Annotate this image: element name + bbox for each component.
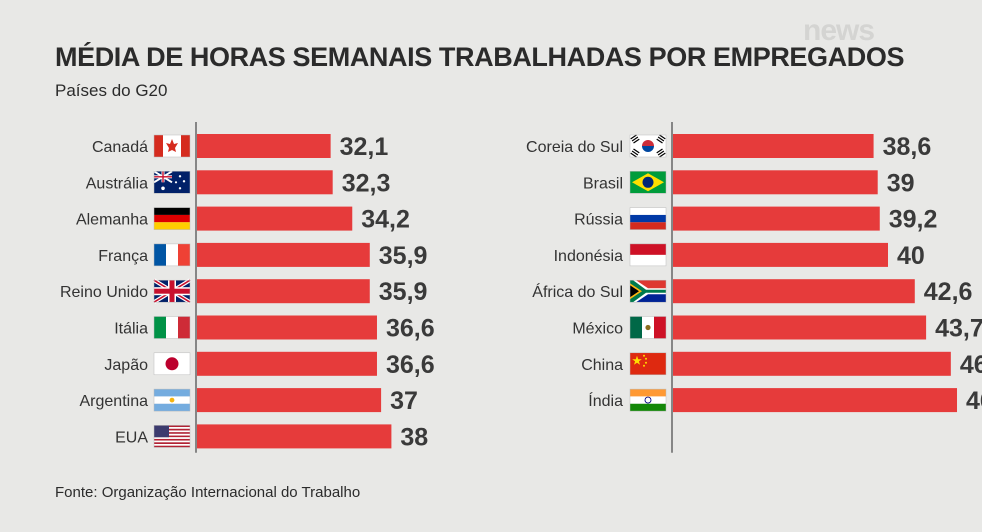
value-label: 32,1 <box>340 133 389 161</box>
bar <box>673 351 951 376</box>
value-label: 35,9 <box>379 242 428 270</box>
indonesia-flag-icon <box>629 243 667 267</box>
value-label: 39,2 <box>889 206 938 234</box>
category-label: EUA <box>115 429 148 446</box>
category-label: Reino Unido <box>60 284 148 301</box>
bar <box>673 279 915 304</box>
bar <box>673 388 958 413</box>
bar <box>197 315 377 340</box>
value-label: 35,9 <box>379 278 428 306</box>
value-label: 37 <box>390 387 418 415</box>
south-africa-flag-icon <box>629 279 667 303</box>
category-label: Japão <box>104 357 148 374</box>
bar <box>673 170 878 195</box>
bar <box>673 242 888 267</box>
category-label: África do Sul <box>532 282 623 301</box>
bar <box>197 388 382 413</box>
value-label: 32,3 <box>342 169 391 197</box>
value-label: 38,6 <box>883 133 932 161</box>
category-label: China <box>581 357 623 374</box>
south-korea-flag-icon <box>629 134 667 158</box>
mexico-flag-icon <box>629 316 667 339</box>
category-label: Coreia do Sul <box>526 139 623 156</box>
category-label: Rússia <box>574 212 623 229</box>
australia-flag-icon <box>153 170 191 194</box>
germany-flag-icon <box>153 207 191 230</box>
italy-flag-icon <box>153 316 191 339</box>
value-label: 39 <box>887 169 915 197</box>
value-label: 38 <box>400 423 428 451</box>
bar <box>197 134 331 158</box>
usa-flag-icon <box>153 425 191 448</box>
argentina-flag-icon <box>153 388 191 412</box>
source-note: Fonte: Organização Internacional do Trab… <box>55 484 361 501</box>
category-label: Alemanha <box>76 212 148 229</box>
value-label: 40 <box>897 242 925 270</box>
category-label: Índia <box>588 391 623 410</box>
category-label: Argentina <box>80 393 149 410</box>
category-label: França <box>98 248 148 265</box>
value-label: 36,6 <box>386 315 435 343</box>
india-flag-icon <box>629 388 667 412</box>
value-label: 34,2 <box>361 206 410 234</box>
bar <box>673 206 880 231</box>
uk-flag-icon <box>152 278 192 304</box>
category-label: Austrália <box>86 175 148 192</box>
bar <box>197 242 370 267</box>
category-label: Itália <box>114 321 148 338</box>
category-label: México <box>572 321 623 338</box>
value-label: 36,6 <box>386 351 435 379</box>
bar <box>197 351 377 376</box>
russia-flag-icon <box>629 207 667 230</box>
bar <box>197 424 392 449</box>
category-label: Indonésia <box>554 248 623 265</box>
category-label: Canadá <box>92 139 148 156</box>
value-label: 42,6 <box>924 278 973 306</box>
value-label: 46,1 <box>960 351 982 379</box>
value-label: 46,7 <box>966 387 982 415</box>
bar <box>673 134 874 158</box>
canada-flag-icon <box>153 134 191 158</box>
bar <box>673 315 927 340</box>
category-label: Brasil <box>583 175 623 192</box>
chart-title: MÉDIA DE HORAS SEMANAIS TRABALHADAS POR … <box>55 42 905 72</box>
bar <box>197 279 370 304</box>
japan-flag-icon <box>153 352 191 376</box>
bar <box>197 170 333 195</box>
brazil-flag-icon <box>629 171 667 194</box>
chart-subtitle: Países do G20 <box>55 81 168 100</box>
france-flag-icon <box>153 243 191 267</box>
value-label: 43,7 <box>935 315 982 343</box>
news-logo: news <box>803 14 875 47</box>
bar <box>197 206 353 231</box>
china-flag-icon <box>629 352 667 376</box>
